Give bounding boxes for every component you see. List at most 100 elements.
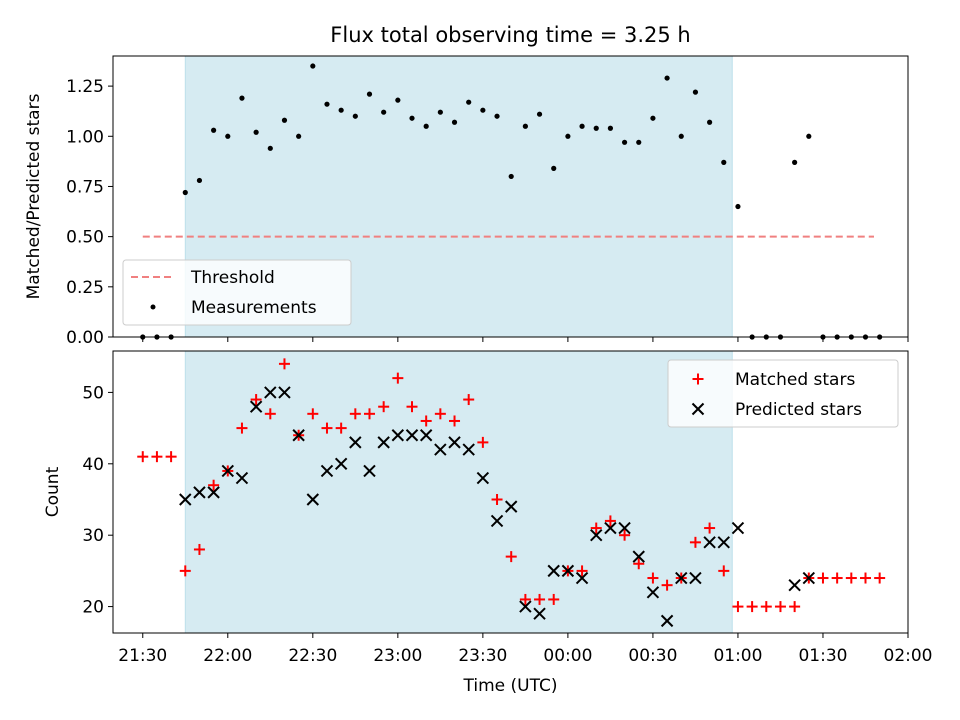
- measurement-point: [565, 133, 571, 139]
- matched-star-point: [718, 565, 730, 577]
- predicted-legend-label: Predicted stars: [735, 400, 862, 420]
- matched-star-point: [817, 572, 829, 584]
- measurement-point: [324, 101, 330, 107]
- cross-stroke: [377, 436, 390, 449]
- matched-star-point: [278, 358, 290, 370]
- measurement-point: [466, 99, 472, 105]
- predicted-legend-marker: [691, 402, 705, 416]
- predicted-star-point: [349, 436, 362, 449]
- cross-stroke: [391, 429, 405, 442]
- ratio-legend-box: [122, 259, 352, 326]
- measurement-point: [806, 133, 812, 139]
- predicted-star-point: [434, 443, 447, 456]
- matched-star-point: [349, 408, 361, 420]
- matched-star-point: [590, 522, 602, 534]
- cross-stroke: [731, 521, 745, 535]
- cross-stroke: [193, 486, 206, 499]
- matched-star-point: [619, 529, 631, 541]
- predicted-star-point: [689, 571, 702, 585]
- matched-star-point: [859, 572, 871, 584]
- measurement-point: [522, 123, 528, 129]
- matched-star-point: [505, 551, 517, 563]
- predicted-star-point: [646, 586, 660, 599]
- predicted-star-point: [207, 486, 220, 499]
- measurement-point: [196, 177, 203, 184]
- measurement-point: [211, 127, 217, 133]
- cross-stroke: [179, 493, 192, 506]
- ratio-y-tick-label: 1.00: [66, 127, 104, 147]
- matched-star-point: [789, 601, 801, 613]
- measurement-point: [579, 123, 585, 129]
- cross-stroke: [788, 578, 801, 592]
- matched-star-point: [406, 401, 418, 413]
- matched-legend-label: Matched stars: [735, 370, 855, 390]
- predicted-star-point: [448, 436, 461, 449]
- matched-star-point: [363, 408, 375, 420]
- measurement-point: [409, 115, 415, 121]
- matched-star-point: [193, 543, 205, 555]
- measurement-point: [423, 123, 429, 129]
- cross-stroke: [505, 500, 518, 513]
- time-x-tick-label: 01:00: [713, 646, 762, 666]
- cross-stroke: [476, 471, 490, 485]
- matched-star-point: [307, 408, 319, 420]
- observing-window-band: [184, 350, 733, 634]
- ratio-y-tick-label: 0.50: [66, 228, 104, 248]
- time-x-axis-label: Time (UTC): [463, 676, 558, 696]
- cross-stroke: [320, 464, 334, 478]
- count-panel-frame: [112, 350, 909, 634]
- time-x-tick-label: 02:00: [884, 646, 933, 666]
- matched-star-point: [392, 372, 404, 384]
- time-x-tick-label: 21:30: [118, 646, 167, 666]
- threshold-legend-label: Threshold: [190, 268, 275, 288]
- matched-star-point: [548, 593, 560, 605]
- measurement-point: [267, 145, 273, 151]
- measurement-point: [721, 159, 727, 165]
- predicted-star-point: [405, 429, 419, 442]
- predicted-star-point: [377, 436, 390, 449]
- cross-stroke: [632, 550, 645, 563]
- cross-stroke: [533, 607, 546, 620]
- cross-stroke: [717, 536, 730, 549]
- cross-stroke: [434, 443, 447, 456]
- predicted-star-point: [788, 578, 801, 592]
- cross-stroke: [490, 514, 504, 528]
- matched-star-point: [732, 601, 744, 613]
- cross-stroke: [703, 536, 716, 549]
- count-panel: 20 30 40 50 21:30 22:00 22:30 23:00 23:30 00:00 00…: [43, 350, 933, 696]
- cross-stroke: [462, 443, 475, 456]
- cross-stroke: [419, 429, 433, 442]
- measurement-point: [636, 139, 642, 145]
- predicted-star-point: [604, 521, 617, 535]
- predicted-star-point: [703, 536, 716, 549]
- ratio-panel: 0.00 0.25 0.50 0.75 1.00 1.25 Flux total obse…: [24, 23, 909, 348]
- chart-title: Flux total observing time = 3.25 h: [330, 23, 690, 47]
- matched-star-point: [576, 565, 588, 577]
- matched-star-point: [378, 401, 390, 413]
- cross-stroke: [264, 386, 277, 399]
- predicted-star-point: [632, 550, 645, 563]
- measurement-point: [296, 133, 302, 139]
- matched-star-point: [519, 593, 531, 605]
- measurement-point: [381, 109, 387, 115]
- predicted-star-point: [292, 429, 305, 442]
- count-y-tick-label: 50: [82, 383, 104, 403]
- matched-star-point: [179, 565, 191, 577]
- count-y-tick-label: 30: [82, 526, 104, 546]
- measurement-point: [182, 189, 188, 196]
- matched-star-point: [633, 558, 645, 570]
- cross-stroke: [306, 493, 320, 506]
- matched-star-point: [746, 601, 758, 613]
- matched-legend-marker: [692, 373, 704, 385]
- cross-stroke: [691, 402, 705, 416]
- predicted-star-point: [533, 607, 546, 620]
- measurement-point: [508, 173, 514, 180]
- measurement-point: [395, 97, 401, 103]
- matched-star-point: [845, 572, 857, 584]
- matched-star-point: [420, 415, 432, 427]
- measurement-point: [253, 129, 259, 135]
- cross-stroke: [675, 571, 688, 585]
- predicted-star-point: [419, 429, 433, 442]
- matched-star-point: [463, 394, 475, 406]
